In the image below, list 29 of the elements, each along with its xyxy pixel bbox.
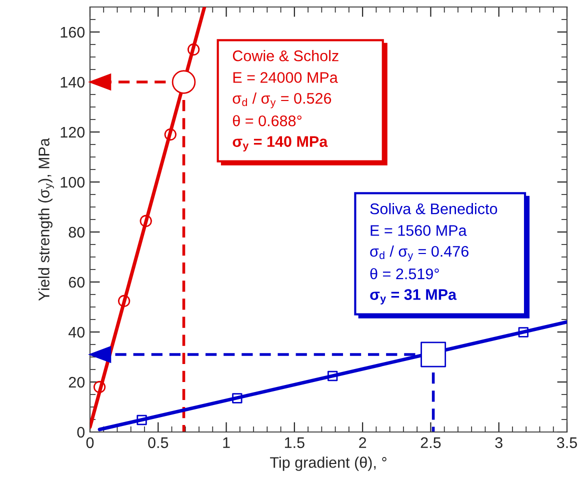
y-tick-label: 140 <box>60 76 85 88</box>
annotation: θ = 0.688° <box>232 115 302 126</box>
y-tick-label: 0 <box>77 426 85 438</box>
y-axis-title: Yield strength (σ$_{y}$), MPa <box>38 138 54 301</box>
x-tick-label: 1.5 <box>284 437 304 448</box>
y-tick-label: 60 <box>68 276 85 288</box>
annotation: σ$_{d}$ / σ$_{y}$ = 0.476 <box>370 246 468 262</box>
annotation: E = 1560 MPa <box>370 225 467 236</box>
annotation: σ$_{d}$ / σ$_{y}$ = 0.526 <box>232 92 332 108</box>
annotation: Soliva & Benedicto <box>370 203 498 214</box>
y-tick-label: 160 <box>60 26 85 38</box>
x-tick-label: 2 <box>359 437 366 448</box>
annotation: E = 24000 MPa <box>233 72 338 83</box>
x-axis-title: Tip gradient (θ), ° <box>270 456 386 471</box>
y-tick-label: 100 <box>60 176 85 188</box>
y-tick-label: 40 <box>68 326 85 338</box>
annotation: θ = 2.519° <box>370 268 439 280</box>
y-tick-label: 20 <box>68 376 85 388</box>
x-tick-label: 0 <box>86 437 94 448</box>
y-tick-label: 120 <box>60 126 85 138</box>
x-tick-label: 3 <box>495 437 502 448</box>
annotation: Cowie & Scholz <box>232 50 338 62</box>
x-tick-label: 1 <box>223 437 230 448</box>
x-tick-label: 3.5 <box>556 437 577 448</box>
x-tick-label: 2.5 <box>420 437 441 448</box>
x-tick-label: 0.5 <box>148 437 168 448</box>
y-tick-label: 80 <box>68 226 85 238</box>
annotation: σ$_{y}$ = 140 MPa <box>232 136 328 152</box>
annotation: σ$_{y}$ = 31 MPa <box>370 289 457 304</box>
